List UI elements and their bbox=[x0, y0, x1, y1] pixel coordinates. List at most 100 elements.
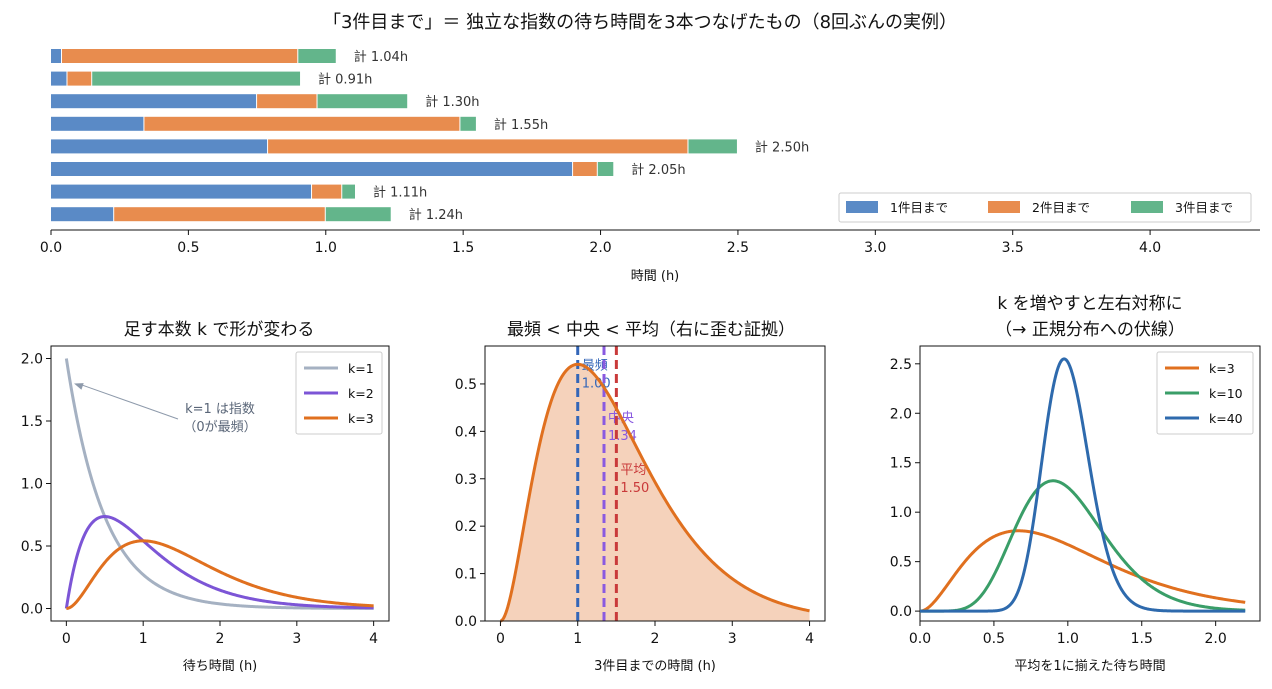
legend-label-k2: k=2 bbox=[348, 386, 374, 401]
bar-total-label: 計 2.05h bbox=[631, 162, 685, 178]
top-xtick-label: 0.0 bbox=[40, 240, 62, 256]
panel3-xtick-label: 1.0 bbox=[1057, 631, 1079, 647]
legend-label-k3b: k=3 bbox=[1209, 361, 1235, 376]
panel1-ticks: 0 1 2 3 4 0.0 0.5 1.0 1.5 2.0 bbox=[21, 352, 378, 648]
bar-total-label: 計 2.50h bbox=[755, 139, 809, 155]
panel1-xtick-label: 0 bbox=[62, 631, 71, 647]
bar-segment-second bbox=[144, 116, 460, 131]
panel1-xtick-label: 2 bbox=[216, 631, 225, 647]
legend-label-second: 2件目まで bbox=[1032, 200, 1090, 215]
panel3-legend: k=3 k=10 k=40 bbox=[1156, 351, 1254, 435]
panel-skew: 最頻 < 中央 < 平均（右に歪む証拠） 最頻1.00中央1.34平均1.50 … bbox=[455, 320, 826, 674]
bar-total-label: 計 1.11h bbox=[373, 185, 427, 201]
bar-segment-first bbox=[51, 207, 114, 222]
panel3-xtick-label: 0.0 bbox=[909, 631, 931, 647]
panel1-xtick-label: 4 bbox=[369, 631, 378, 647]
panel1-x-label: 待ち時間 (h) bbox=[183, 659, 258, 674]
panel3-legend-frame bbox=[1156, 351, 1254, 435]
panel1-title: 足す本数 k で形が変わる bbox=[124, 320, 315, 340]
bar-segment-third bbox=[317, 94, 408, 109]
bar-segment-first bbox=[51, 71, 67, 86]
panel1-ytick-label: 1.5 bbox=[21, 414, 43, 430]
mean-value: 1.50 bbox=[620, 481, 649, 496]
bar-segment-third bbox=[92, 71, 301, 86]
bar-segment-second bbox=[268, 139, 688, 154]
top-legend: 1件目まで 2件目まで 3件目まで bbox=[838, 192, 1252, 223]
panel2-ytick-label: 0.5 bbox=[455, 377, 477, 393]
panel1-xtick-label: 3 bbox=[292, 631, 301, 647]
panel3-ytick-label: 0.5 bbox=[890, 555, 912, 571]
bar-segment-third bbox=[597, 162, 614, 176]
bar-total-label: 計 1.55h bbox=[494, 117, 548, 133]
top-xtick-label: 2.5 bbox=[727, 240, 749, 256]
stacked-bar-chart: 計 1.04h 計 0.91h 計 1.30h 計 1.55h 計 2.50h 計 2.0… bbox=[40, 49, 1260, 284]
panel2-xtick-label: 3 bbox=[728, 631, 737, 647]
bar-segment-second bbox=[257, 94, 317, 109]
legend-swatch-second bbox=[988, 201, 1020, 213]
annotation-arrow bbox=[79, 383, 179, 420]
legend-label-k10: k=10 bbox=[1209, 386, 1243, 401]
curve-k=10 bbox=[919, 479, 1246, 613]
bar-rows: 計 1.04h 計 0.91h 計 1.30h 計 1.55h 計 2.50h 計 2.0… bbox=[51, 49, 809, 223]
bar-segment-first bbox=[51, 139, 268, 154]
panel1-ytick-label: 1.0 bbox=[21, 477, 43, 493]
bar-segment-third bbox=[688, 139, 737, 154]
panel-k-shapes: 足す本数 k で形が変わる 0 1 2 3 4 0.0 0.5 1.0 1.5 2.0 待ち時間 … bbox=[21, 320, 390, 674]
panel3-title-line1: k を増やすと左右対称に bbox=[997, 294, 1182, 314]
legend-swatch-third bbox=[1131, 201, 1163, 213]
panel2-xtick-label: 2 bbox=[651, 631, 660, 647]
bar-segment-first bbox=[51, 184, 312, 199]
legend-label-k1: k=1 bbox=[348, 361, 374, 376]
curve-k=2 bbox=[64, 515, 375, 610]
panel2-xtick-label: 1 bbox=[573, 631, 582, 647]
panel3-ytick-label: 2.5 bbox=[890, 357, 912, 373]
panel3-frame bbox=[919, 345, 1261, 622]
density-area bbox=[500, 364, 810, 621]
bar-segment-first bbox=[51, 116, 144, 131]
panel1-legend: k=1 k=2 k=3 bbox=[295, 351, 383, 435]
bar-total-label: 計 0.91h bbox=[318, 72, 372, 88]
bar-segment-third bbox=[298, 49, 336, 63]
top-chart-title: 「3件目まで」＝ 独立な指数の待ち時間を3本つなげたもの（8回ぶんの実例） bbox=[323, 12, 957, 33]
legend-label-k40: k=40 bbox=[1209, 411, 1243, 426]
curve-k=1 bbox=[64, 358, 375, 610]
panel3-ytick-label: 2.0 bbox=[890, 406, 912, 422]
panel3-xtick-label: 1.5 bbox=[1131, 631, 1153, 647]
bar-segment-first bbox=[51, 94, 257, 109]
top-x-ticks: 0.0 0.5 1.0 1.5 2.0 2.5 3.0 3.5 4.0 bbox=[40, 230, 1161, 256]
annotation-arrowhead bbox=[74, 383, 84, 390]
panel3-ytick-label: 0.0 bbox=[890, 604, 912, 620]
bar-total-label: 計 1.30h bbox=[425, 94, 479, 110]
bar-total-label: 計 1.24h bbox=[409, 207, 463, 223]
bar-segment-second bbox=[573, 162, 597, 176]
panel2-ytick-label: 0.4 bbox=[455, 424, 477, 440]
panel2-ytick-label: 0.3 bbox=[455, 472, 477, 488]
top-xtick-label: 2.0 bbox=[589, 240, 611, 256]
panel1-ytick-label: 0.0 bbox=[21, 602, 43, 618]
bar-segment-first bbox=[51, 162, 573, 176]
panel3-ytick-label: 1.0 bbox=[890, 505, 912, 521]
top-xtick-label: 3.0 bbox=[864, 240, 886, 256]
curve-k=3 bbox=[65, 539, 375, 610]
bar-segment-second bbox=[67, 71, 92, 86]
panel1-ytick-label: 2.0 bbox=[21, 352, 43, 368]
panel1-xtick-label: 1 bbox=[139, 631, 148, 647]
top-xtick-label: 3.5 bbox=[1002, 240, 1024, 256]
panel3-ytick-label: 1.5 bbox=[890, 456, 912, 472]
bar-segment-third bbox=[460, 116, 476, 131]
bar-segment-second bbox=[61, 49, 298, 63]
density-curve bbox=[499, 362, 811, 623]
panel3-x-label: 平均を1に揃えた待ち時間 bbox=[1014, 658, 1165, 674]
bar-segment-first bbox=[51, 49, 61, 63]
panel3-curves bbox=[919, 357, 1246, 613]
panel3-ticks: 0.0 0.5 1.0 1.5 2.0 0.0 0.5 1.0 1.5 2.0 2.5 bbox=[890, 357, 1227, 647]
panel1-legend-frame bbox=[295, 351, 383, 435]
panel1-ytick-label: 0.5 bbox=[21, 539, 43, 555]
bar-segment-third bbox=[325, 207, 391, 222]
legend-frame bbox=[838, 192, 1252, 223]
mean-label: 平均 bbox=[620, 463, 646, 478]
top-xtick-label: 1.0 bbox=[315, 240, 337, 256]
top-xtick-label: 0.5 bbox=[177, 240, 199, 256]
